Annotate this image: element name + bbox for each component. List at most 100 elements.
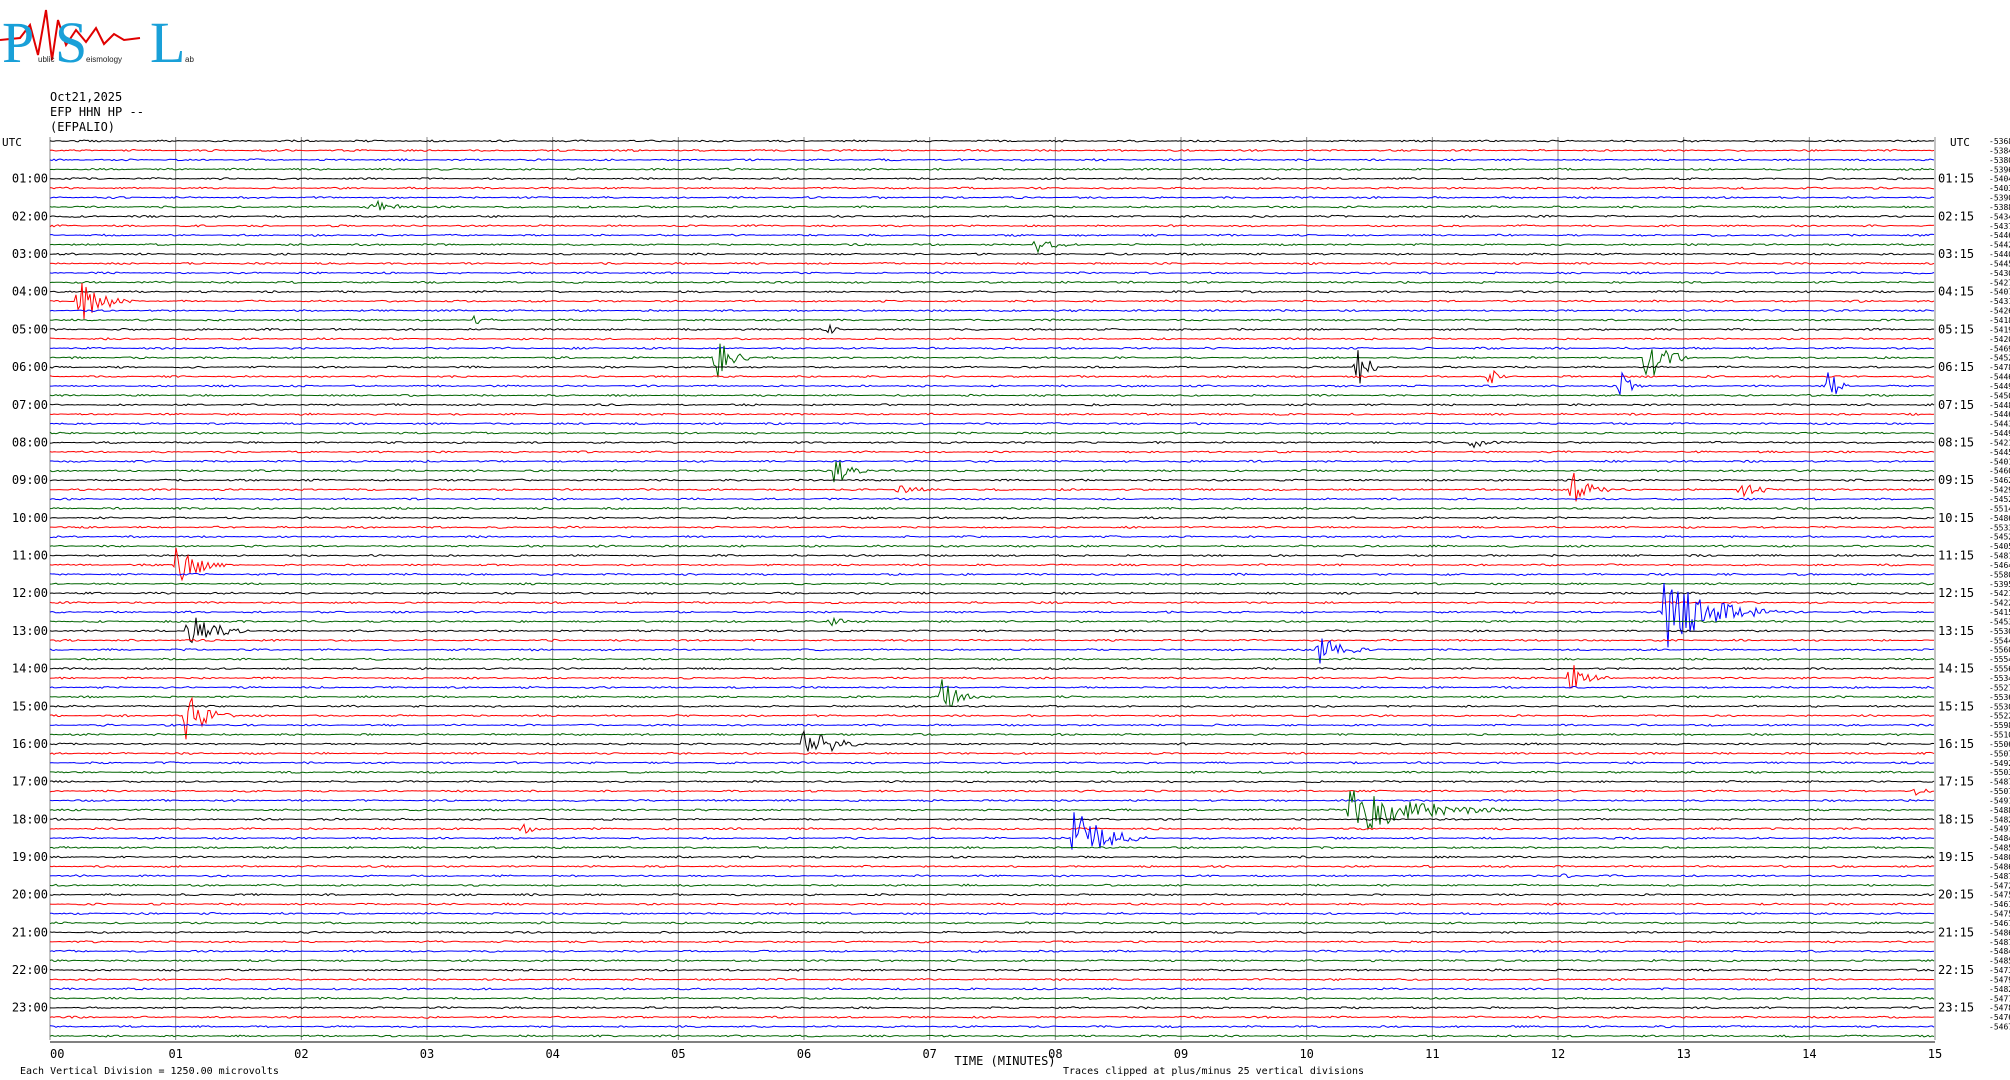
trace-offset-label: -5486	[1989, 514, 2010, 523]
trace-offset-label: -5380	[1989, 156, 2010, 165]
seismic-trace	[49, 393, 1935, 398]
trace-offset-label: -5395	[1989, 580, 2010, 589]
seismic-trace	[50, 770, 1934, 774]
trace-offset-label: -5534	[1989, 674, 2010, 683]
seismic-trace	[49, 261, 1935, 266]
seismic-trace	[49, 751, 1935, 755]
seismic-trace	[49, 823, 1935, 834]
x-axis-title: TIME (MINUTES)	[954, 1054, 1055, 1068]
seismic-trace	[49, 431, 1935, 435]
right-hour-label: 08:15	[1938, 435, 1974, 449]
seismic-trace	[49, 199, 1935, 211]
left-hour-label: 23:00	[12, 1001, 48, 1015]
left-hour-label: 21:00	[12, 925, 48, 939]
trace-offset-label: -5478	[1989, 363, 2010, 372]
trace-offset-label: -5510	[1989, 731, 2010, 740]
trace-offset-label: -5486	[1989, 928, 2010, 937]
seismic-trace	[49, 450, 1935, 454]
seismic-trace	[49, 987, 1935, 991]
seismic-trace	[50, 911, 1934, 916]
right-hour-label: 21:15	[1938, 925, 1974, 939]
seismic-trace	[49, 1015, 1935, 1019]
seismic-trace	[49, 1006, 1935, 1010]
trace-offset-label: -5580	[1989, 570, 2010, 579]
minute-gridlines	[49, 137, 1936, 1043]
trace-offset-label: -5507	[1989, 749, 2010, 758]
seismic-trace	[49, 845, 1935, 850]
seismic-trace	[49, 440, 1935, 449]
seismic-trace	[49, 572, 1934, 577]
seismic-trace	[49, 224, 1935, 228]
seismic-trace	[49, 790, 1934, 831]
seismic-trace	[49, 617, 1935, 644]
seismic-trace	[49, 958, 1935, 963]
trace-offset-label: -5478	[1989, 1004, 2010, 1013]
trace-offset-label: -5440	[1989, 250, 2010, 259]
right-hour-label: 05:15	[1938, 322, 1974, 336]
trace-offset-label: -5446	[1989, 231, 2010, 240]
trace-offset-label: -5407	[1989, 288, 2010, 297]
left-hour-label: 01:00	[12, 172, 48, 186]
trace-offset-label: -5445	[1989, 259, 2010, 268]
seismic-trace	[49, 323, 1935, 335]
seismic-trace	[49, 290, 1935, 294]
seismic-trace	[49, 996, 1935, 1000]
trace-offset-label: -5536	[1989, 693, 2010, 702]
logo-text-eismology: eismology	[86, 55, 122, 64]
left-hour-label: 15:00	[12, 699, 48, 713]
trace-offset-label: -5446	[1989, 373, 2010, 382]
x-tick-label: 04	[545, 1047, 559, 1061]
seismic-trace	[49, 148, 1935, 153]
trace-offset-label: -5418	[1989, 316, 2010, 325]
seismic-trace	[49, 309, 1935, 313]
seismic-trace	[49, 977, 1935, 982]
logo-letter-l: L	[150, 10, 185, 72]
seismic-trace	[49, 729, 1935, 753]
trace-offset-label: -5503	[1989, 768, 2010, 777]
x-tick-label: 05	[671, 1047, 685, 1061]
trace-offset-label: -5487	[1989, 872, 2010, 881]
seismic-trace	[49, 930, 1935, 934]
trace-offset-label: -5488	[1989, 806, 2010, 815]
left-hour-label: 14:00	[12, 662, 48, 676]
left-hour-label: 12:00	[12, 586, 48, 600]
trace-offset-label: -5448	[1989, 401, 2010, 410]
x-tick-label: 08	[1048, 1047, 1062, 1061]
left-hour-label: 17:00	[12, 775, 48, 789]
seismic-trace	[50, 371, 1934, 395]
x-tick-label: 12	[1551, 1047, 1565, 1061]
trace-offset-label: -5484	[1989, 834, 2010, 843]
logo-text-ab: ab	[185, 55, 194, 64]
x-tick-label: 10	[1299, 1047, 1313, 1061]
left-hour-label: 08:00	[12, 435, 48, 449]
seismic-trace	[49, 459, 1935, 463]
seismic-trace	[49, 685, 1935, 690]
seismic-traces	[49, 139, 1935, 1038]
trace-offset-label: -5477	[1989, 994, 2010, 1003]
trace-offset-label: -5388	[1989, 203, 2010, 212]
right-hour-label: 20:15	[1938, 888, 1974, 902]
trace-offset-label: -5405	[1989, 542, 2010, 551]
seismic-trace	[49, 732, 1935, 737]
right-hour-label: 13:15	[1938, 624, 1974, 638]
trace-offset-label: -5472	[1989, 881, 2010, 890]
trace-offset-label: -5429	[1989, 486, 2010, 495]
right-utc-label: UTC	[1950, 136, 1970, 149]
seismic-trace	[49, 497, 1935, 501]
right-hour-label: 07:15	[1938, 398, 1974, 412]
seismic-trace	[49, 798, 1935, 803]
trace-offset-label: -5481	[1989, 552, 2010, 561]
trace-offset-label: -5445	[1989, 448, 2010, 457]
trace-offset-label: -5453	[1989, 617, 2010, 626]
x-tick-label: 13	[1676, 1047, 1690, 1061]
x-tick-label: 15	[1928, 1047, 1942, 1061]
trace-offset-label: -5464	[1989, 561, 2010, 570]
trace-offset-label: -5487	[1989, 938, 2010, 947]
trace-offset-label: -5462	[1989, 476, 2010, 485]
seismic-trace	[49, 638, 1934, 642]
trace-offset-label: -5401	[1989, 457, 2010, 466]
trace-offset-label: -5450	[1989, 391, 2010, 400]
trace-offset-label: -5384	[1989, 146, 2010, 155]
left-hour-label: 16:00	[12, 737, 48, 751]
